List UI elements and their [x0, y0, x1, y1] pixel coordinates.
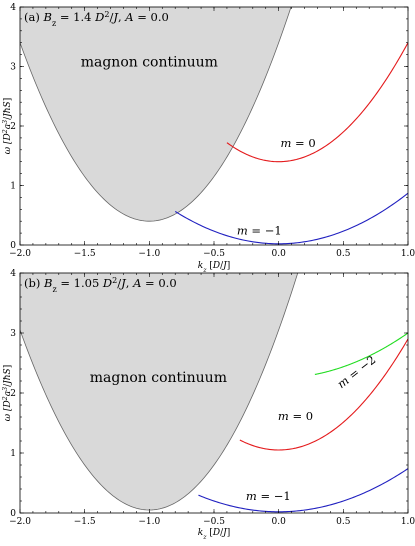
- series-line-0: [314, 332, 408, 376]
- x-tick-label: 0.5: [336, 517, 351, 527]
- x-tick-label: 1.0: [401, 517, 415, 527]
- curve-label: m = 0: [280, 136, 315, 150]
- panel-a: −2.0 −1.5 −1.0 −0.5 0.0 0.5 1.0 0 1 2 3 4 (a) Bz = 1…: [2, 3, 415, 274]
- y-axis-label: ω [D2a3/JħS]: [2, 98, 14, 154]
- x-tick-label: −0.5: [203, 517, 225, 527]
- x-tick-label: 1.0: [401, 249, 415, 259]
- continuum-edge: [20, 273, 299, 511]
- y-tick-label: 2: [10, 122, 16, 132]
- series-line-0: [226, 42, 408, 163]
- continuum-label: magnon continuum: [90, 370, 227, 386]
- y-tick-label: 3: [10, 329, 16, 339]
- x-axis-label: kz [D/J]: [198, 528, 231, 541]
- continuum-region: [20, 273, 298, 510]
- y-tick-label: 0: [10, 241, 16, 251]
- continuum-edge: [20, 7, 292, 222]
- x-tick-label: −0.5: [203, 249, 225, 259]
- y-tick-label: 4: [10, 269, 16, 279]
- series-line-2: [198, 468, 408, 513]
- panel-b: −2.0 −1.5 −1.0 −0.5 0.0 0.5 1.0 0 1 2 3 4 (b) Bz = 1…: [2, 269, 415, 541]
- curve-label: m = −2: [334, 353, 378, 392]
- y-tick-label: 3: [10, 63, 16, 73]
- panel-title: (a) Bz = 1.4 D2/J, A = 0.0: [24, 10, 169, 28]
- x-tick-label: −1.0: [138, 249, 160, 259]
- continuum-region: [20, 7, 292, 222]
- x-tick-label: −1.5: [74, 517, 96, 527]
- x-tick-label: 0.0: [272, 517, 287, 527]
- y-axis-label: ω [D2a3/JħS]: [2, 365, 14, 421]
- y-tick-label: 4: [10, 3, 16, 13]
- x-axis-label: kz [D/J]: [198, 261, 231, 274]
- y-tick-label: 0: [10, 509, 16, 519]
- continuum-label: magnon continuum: [81, 55, 218, 71]
- x-tick-label: 0.0: [272, 249, 287, 259]
- y-tick-label: 1: [10, 449, 16, 459]
- plot-area: [20, 7, 408, 245]
- curve-label: m = 0: [278, 409, 313, 423]
- x-tick-label: −2.0: [9, 517, 31, 527]
- series-line-1: [174, 192, 408, 245]
- plot-area: [20, 273, 408, 513]
- curve-label: m = −1: [237, 223, 282, 237]
- panel-title: (b) Bz = 1.05 D2/J, A = 0.0: [24, 276, 177, 294]
- x-tick-label: −2.0: [9, 249, 31, 259]
- y-tick-label: 2: [10, 389, 16, 399]
- x-tick-label: 0.5: [336, 249, 351, 259]
- series-line-1: [239, 338, 408, 451]
- y-tick-label: 1: [10, 182, 16, 192]
- x-tick-label: −1.5: [74, 249, 96, 259]
- x-tick-label: −1.0: [138, 517, 160, 527]
- curve-label: m = −1: [246, 489, 291, 503]
